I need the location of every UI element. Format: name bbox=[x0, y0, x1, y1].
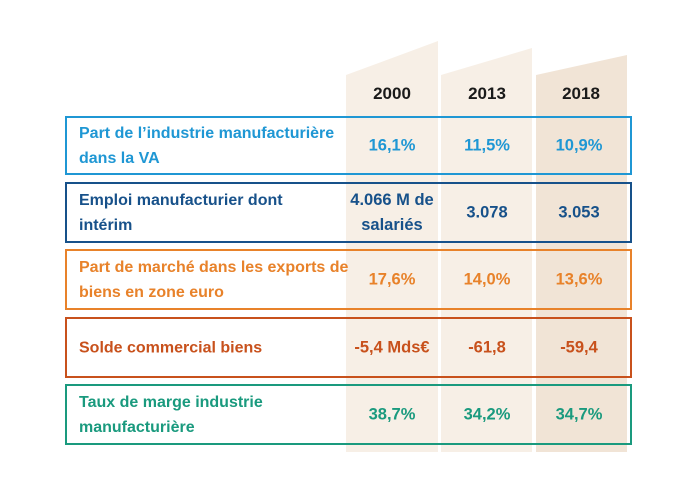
table-row: Part de marché dans les exports de biens… bbox=[65, 249, 632, 310]
row-value-2018: 3.053 bbox=[558, 203, 600, 221]
row-value-2013: 11,5% bbox=[464, 136, 510, 154]
row-value-2000: 16,1% bbox=[368, 136, 416, 154]
row-value-2000: 38,7% bbox=[368, 405, 416, 423]
column-header-2018: 2018 bbox=[562, 84, 600, 103]
table-row: Emploi manufacturier dont intérim 4.066 … bbox=[65, 182, 632, 243]
row-label: Part de l’industrie manufacturière dans … bbox=[79, 124, 335, 167]
row-label: Part de marché dans les exports de biens… bbox=[79, 258, 349, 301]
row-value-2000: -5,4 Mds€ bbox=[354, 338, 430, 356]
column-bg-2018 bbox=[536, 55, 627, 452]
row-label: Solde commercial biens bbox=[79, 339, 263, 356]
row-value-2018: 34,7% bbox=[555, 405, 603, 423]
row-value-2000: 4.066 M de salariés bbox=[350, 190, 434, 234]
table-row: Part de l’industrie manufacturière dans … bbox=[65, 116, 632, 175]
row-value-2018: -59,4 bbox=[560, 338, 598, 356]
row-value-2013: 34,2% bbox=[463, 405, 511, 423]
table-row: Taux de marge industrie manufacturière 3… bbox=[65, 384, 632, 445]
row-value-2018: 10,9% bbox=[555, 136, 603, 154]
row-value-2013: -61,8 bbox=[468, 338, 506, 356]
column-bg-2000 bbox=[346, 41, 438, 452]
row-value-2000: 17,6% bbox=[368, 270, 416, 288]
row-label: Emploi manufacturier dont intérim bbox=[79, 191, 283, 234]
row-value-2018: 13,6% bbox=[555, 270, 603, 288]
row-value-2013: 3.078 bbox=[466, 203, 508, 221]
column-header-2013: 2013 bbox=[468, 84, 506, 103]
row-label: Taux de marge industrie manufacturière bbox=[79, 393, 263, 436]
table-row: Solde commercial biens -5,4 Mds€ -61,8 -… bbox=[65, 317, 632, 378]
column-header-2000: 2000 bbox=[373, 84, 411, 103]
row-value-2013: 14,0% bbox=[463, 270, 511, 288]
